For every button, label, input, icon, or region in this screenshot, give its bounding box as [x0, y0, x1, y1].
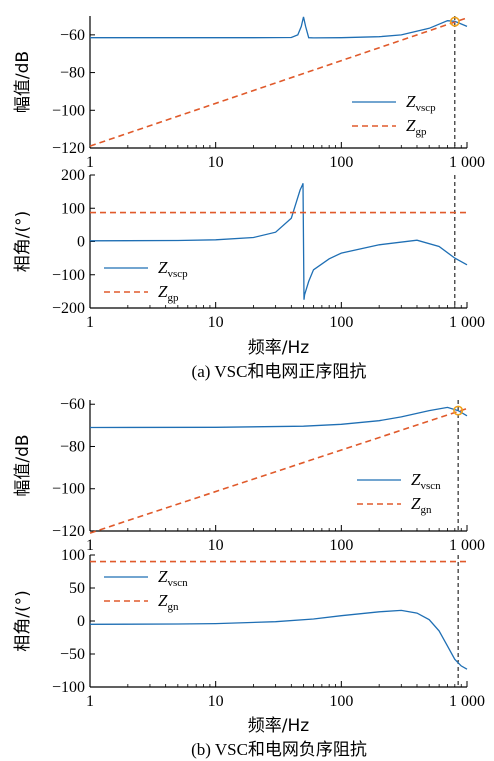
y-tick-label: −200: [52, 300, 85, 317]
legend-label: Zgp: [406, 116, 427, 138]
y-tick-label: 200: [61, 167, 85, 184]
x-tick-label: 1 000: [449, 314, 485, 331]
x-tick-label: 100: [329, 693, 353, 710]
x-tick-label: 1 000: [449, 537, 485, 554]
series-line-Zvscp: [90, 16, 468, 39]
y-tick-label: 100: [61, 547, 85, 564]
y-tick-label: −60: [60, 396, 85, 413]
crossover-marker: [449, 16, 460, 27]
x-tick-label: 10: [208, 693, 224, 710]
y-tick-label: 0: [77, 234, 85, 251]
x-tick-label: 1 000: [449, 693, 485, 710]
y-tick-label: −120: [52, 523, 85, 540]
y-tick-label: −100: [52, 679, 85, 696]
legend-label: Zgn: [411, 494, 432, 516]
x-tick-label: 100: [329, 314, 353, 331]
y-axis-label: 相角/(°): [13, 590, 33, 652]
series-line-Zvscn: [89, 406, 468, 429]
y-tick-label: −100: [52, 267, 85, 284]
y-tick-label: 50: [69, 580, 85, 597]
y-axis-label: 相角/(°): [13, 211, 33, 273]
y-tick-label: −50: [60, 646, 85, 663]
y-tick-label: −60: [60, 27, 85, 44]
x-axis-label: 频率/Hz: [248, 716, 310, 736]
y-tick-label: 100: [61, 200, 85, 217]
x-axis-label: 频率/Hz: [248, 338, 310, 358]
y-tick-label: −100: [52, 481, 85, 498]
y-tick-label: −100: [52, 102, 85, 119]
y-tick-label: 0: [77, 613, 85, 630]
x-tick-label: 1: [86, 314, 94, 331]
x-tick-label: 10: [208, 154, 224, 171]
series-line-Zgn: [89, 407, 468, 534]
x-tick-label: 1: [86, 693, 94, 710]
legend-label: Zgp: [158, 282, 179, 304]
x-tick-label: 100: [329, 537, 353, 554]
caption-a: (a) VSC和电网正序阻抗: [192, 362, 367, 381]
legend-label: Zvscp: [406, 92, 436, 114]
legend-label: Zvscp: [158, 258, 188, 280]
series-line-Zvscn: [89, 609, 468, 670]
crossover-marker: [453, 405, 464, 416]
y-axis-label: 幅值/dB: [13, 51, 33, 113]
caption-b: (b) VSC和电网负序阻抗: [191, 740, 367, 759]
x-tick-label: 100: [329, 154, 353, 171]
y-tick-label: −80: [60, 438, 85, 455]
x-tick-label: 1 000: [449, 154, 485, 171]
y-axis-label: 幅值/dB: [13, 434, 33, 496]
x-tick-label: 10: [208, 314, 224, 331]
x-tick-label: 10: [208, 537, 224, 554]
x-tick-label: 1: [86, 154, 94, 171]
y-tick-label: −120: [52, 140, 85, 157]
x-tick-label: 1: [86, 537, 94, 554]
y-tick-label: −80: [60, 65, 85, 82]
series-line-Zgp: [89, 17, 468, 147]
legend-label: Zvscn: [158, 567, 188, 589]
series-line-Zvscp: [89, 183, 468, 300]
legend-label: Zgn: [158, 591, 179, 613]
legend-label: Zvscn: [411, 470, 441, 492]
